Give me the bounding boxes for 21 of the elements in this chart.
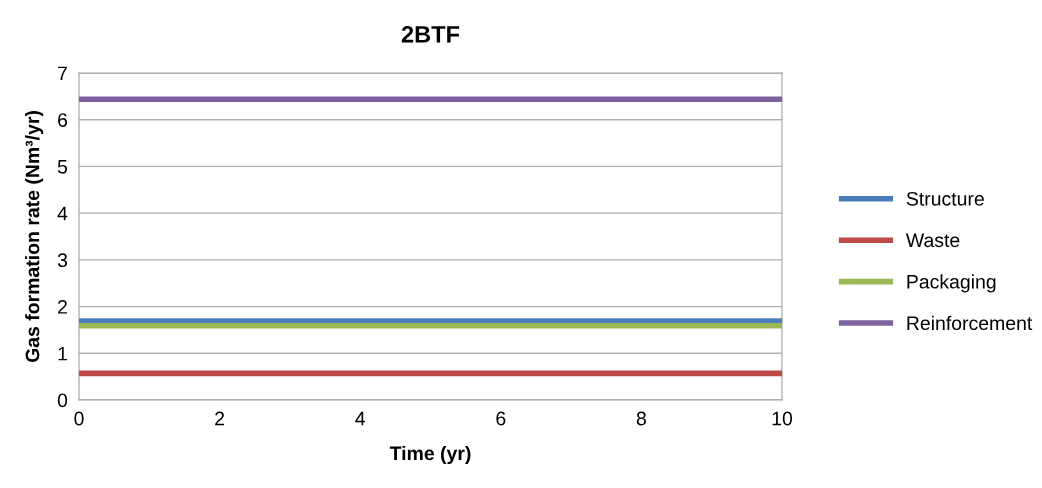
y-tick-label: 6 — [58, 113, 68, 127]
y-tick-label: 0 — [57, 393, 68, 408]
y-tick-label: 7 — [58, 66, 67, 81]
y-tick-label: 5 — [57, 160, 68, 174]
x-tick-label: 8 — [636, 411, 646, 426]
legend-label: Structure — [906, 191, 984, 206]
x-tick-label: 6 — [496, 411, 506, 426]
y-tick-label: 2 — [58, 300, 67, 314]
legend-label: Waste — [905, 233, 960, 248]
chart-title: 2BTF — [401, 25, 460, 43]
x-axis-title: Time (yr) — [389, 445, 471, 465]
x-tick-label: 10 — [772, 411, 793, 426]
x-tick-label: 4 — [355, 411, 366, 426]
y-tick-label: 4 — [57, 206, 68, 221]
x-tick-label: 0 — [74, 411, 84, 426]
y-axis-title: Gas formation rate (Nm³/yr) — [25, 111, 44, 363]
legend-label: Packaging — [907, 274, 996, 293]
x-tick-label: 2 — [215, 411, 225, 426]
legend-label: Reinforcement — [907, 315, 1033, 331]
y-tick-label: 1 — [58, 346, 67, 361]
y-tick-label: 3 — [57, 253, 68, 268]
